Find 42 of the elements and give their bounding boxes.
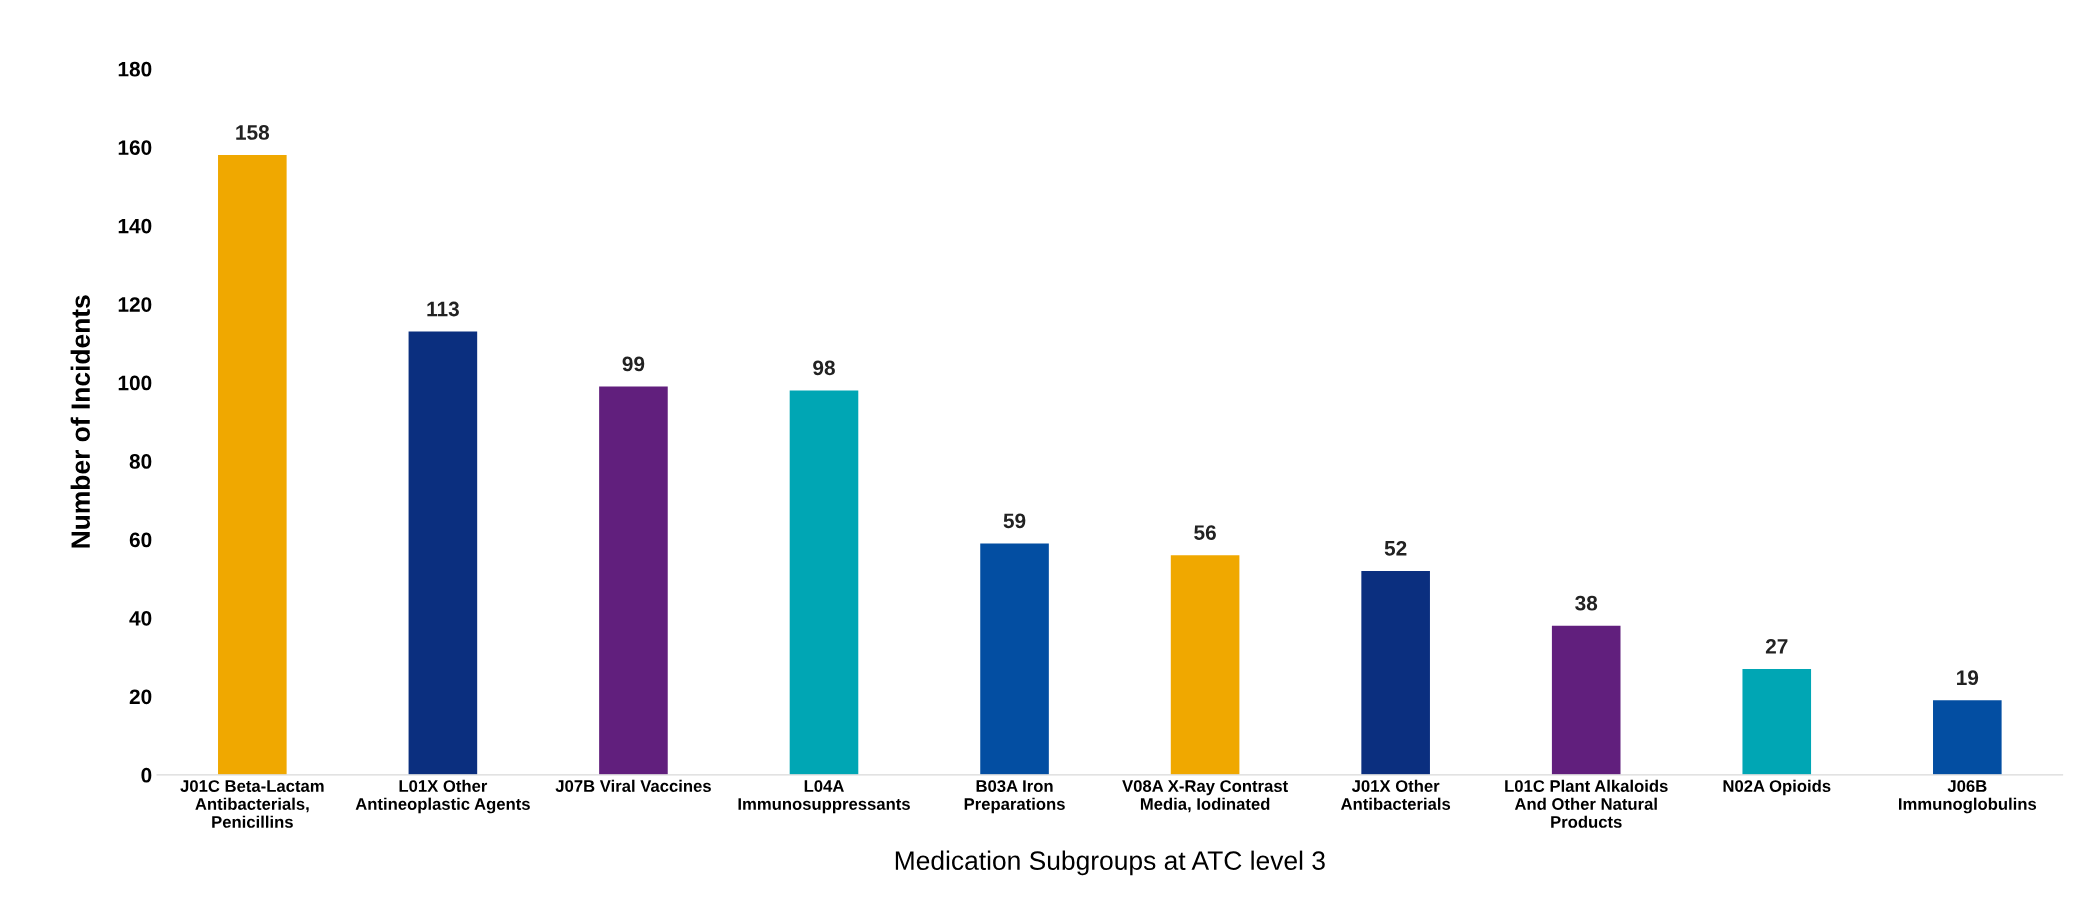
x-tick-label: B03A Iron Preparations (964, 780, 1065, 814)
x-tick-label: J01C Beta-Lactam Antibacterials, Penicillins (180, 780, 324, 828)
data-label: 27 (1765, 638, 1788, 654)
y-tick-label: 180 (118, 61, 152, 77)
bar (980, 543, 1049, 775)
bar (218, 155, 287, 775)
bar (1551, 625, 1621, 775)
data-label: 38 (1575, 595, 1598, 611)
bar (408, 331, 478, 775)
y-tick-label: 140 (118, 218, 152, 234)
bar (1742, 668, 1812, 775)
data-label: 56 (1194, 525, 1216, 540)
data-label: 98 (813, 360, 835, 376)
x-tick-label: L01C Plant Alkaloids And Other Natural Products (1505, 779, 1668, 828)
data-label: 19 (1957, 670, 1979, 686)
y-tick-label: 40 (129, 610, 152, 626)
data-label: 59 (1003, 513, 1026, 529)
bar (599, 386, 668, 775)
x-tick-label: J07B Viral Vaccines (555, 779, 711, 792)
data-label: 52 (1384, 540, 1407, 556)
x-tick-label: V08A X-Ray Contrast Media, Iodinated (1122, 780, 1288, 813)
data-label: 158 (236, 125, 270, 140)
y-axis-title: Number of Incidents (70, 295, 90, 548)
y-tick-label: 0 (141, 767, 152, 783)
y-tick-label: 60 (129, 532, 152, 548)
x-tick-label: J06B Immunoglobulins (1898, 780, 2037, 814)
y-tick-label: 20 (129, 689, 152, 705)
data-label: 99 (622, 356, 645, 372)
bar (1933, 700, 2002, 775)
bar (789, 390, 859, 775)
bar (1170, 555, 1240, 775)
y-tick-label: 80 (129, 454, 152, 469)
x-tick-label: N02A Opioids (1723, 779, 1831, 796)
y-tick-label: 160 (118, 140, 152, 155)
x-axis-title: Medication Subgroups at ATC level 3 (895, 850, 1325, 876)
y-tick-label: 100 (118, 375, 152, 391)
x-tick-label: J01X Other Antibacterials (1340, 779, 1451, 810)
bar (1361, 570, 1430, 775)
y-tick-label: 120 (118, 297, 152, 312)
data-label: 113 (427, 301, 459, 317)
x-tick-label: L01X Other Antineoplastic Agents (355, 779, 530, 814)
x-tick-label: L04A Immunosuppressants (738, 780, 910, 814)
